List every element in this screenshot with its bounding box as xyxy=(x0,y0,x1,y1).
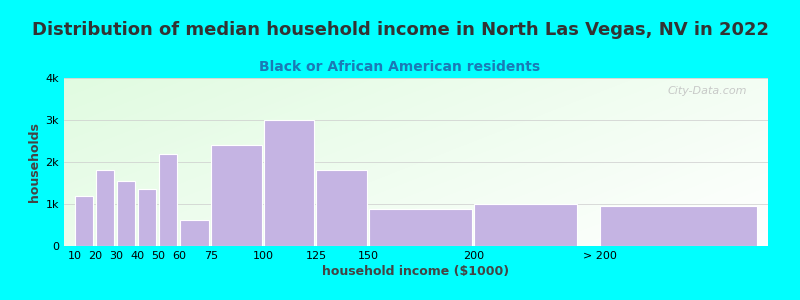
Text: City-Data.com: City-Data.com xyxy=(667,86,747,96)
Bar xyxy=(474,204,577,246)
Bar xyxy=(179,220,209,246)
Bar xyxy=(95,170,114,246)
Bar xyxy=(316,170,366,246)
Bar xyxy=(369,209,472,246)
Bar xyxy=(211,145,262,246)
Text: Black or African American residents: Black or African American residents xyxy=(259,60,541,74)
Bar xyxy=(138,189,157,246)
Text: Distribution of median household income in North Las Vegas, NV in 2022: Distribution of median household income … xyxy=(31,21,769,39)
Y-axis label: households: households xyxy=(28,122,42,202)
Bar xyxy=(264,120,314,246)
Bar xyxy=(600,206,758,246)
Bar xyxy=(74,196,94,246)
Bar xyxy=(158,154,178,246)
X-axis label: household income ($1000): household income ($1000) xyxy=(322,265,510,278)
Bar xyxy=(117,181,135,246)
